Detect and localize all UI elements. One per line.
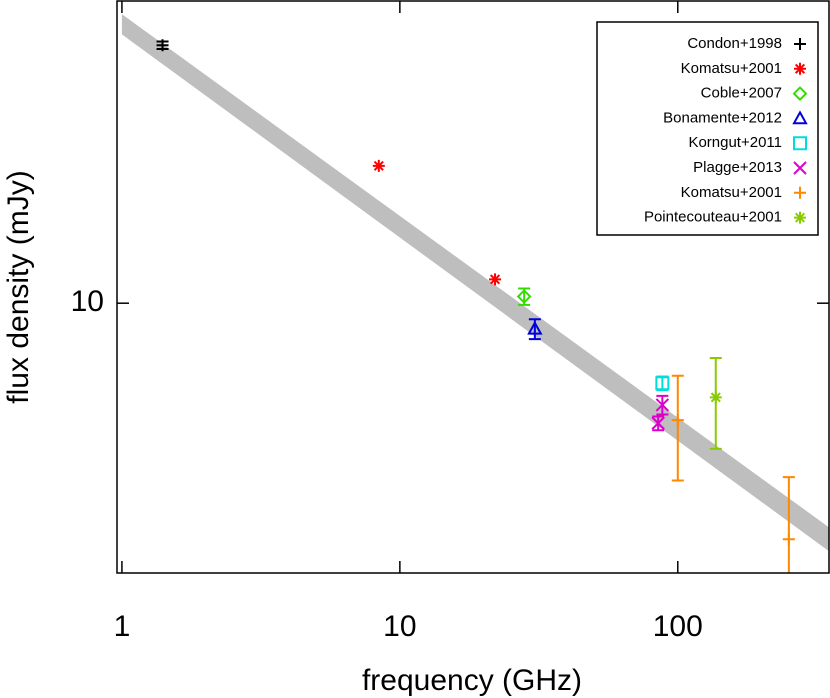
- legend-label: Bonamente+2012: [663, 109, 782, 126]
- legend-marker: [794, 38, 806, 50]
- legend-marker: [794, 186, 806, 199]
- data-point: [527, 320, 543, 335]
- data-point: [671, 414, 684, 427]
- x-tick-label: 100: [653, 610, 703, 643]
- y-axis-label: flux density (mJy): [2, 170, 35, 403]
- legend-marker: [792, 110, 808, 125]
- x-tick-label: 10: [383, 610, 416, 643]
- legend-marker: [794, 211, 806, 224]
- legend-label: Komatsu+2001: [681, 184, 782, 201]
- data-point: [782, 533, 795, 546]
- data-point: [655, 376, 670, 391]
- data-point: [489, 273, 502, 286]
- legend-marker: [793, 161, 807, 175]
- legend-label: Komatsu+2001: [681, 60, 782, 77]
- x-axis-label: frequency (GHz): [362, 664, 582, 697]
- legend-marker: [793, 136, 807, 151]
- data-point: [372, 159, 385, 172]
- legend-marker: [794, 62, 806, 75]
- y-tick-label: 10: [71, 285, 104, 318]
- legend-marker: [792, 86, 808, 102]
- x-tick-label: 1: [114, 610, 131, 643]
- error-bar: [671, 374, 684, 482]
- legend-label: Coble+2007: [701, 85, 782, 102]
- data-point: [516, 289, 532, 304]
- plot-area: [121, 14, 829, 573]
- data-point: [709, 391, 722, 404]
- plot-frame: [116, 0, 830, 574]
- legend-label: Pointecouteau+2001: [644, 209, 782, 226]
- error-bar: [782, 476, 795, 573]
- legend-label: Condon+1998: [687, 35, 782, 52]
- legend-label: Plagge+2013: [693, 159, 782, 176]
- data-point: [655, 398, 670, 412]
- data-point: [156, 39, 169, 52]
- data-point: [651, 416, 665, 430]
- error-bar: [656, 375, 669, 392]
- legend-box: [596, 21, 819, 236]
- legend-label: Korngut+2011: [688, 134, 782, 151]
